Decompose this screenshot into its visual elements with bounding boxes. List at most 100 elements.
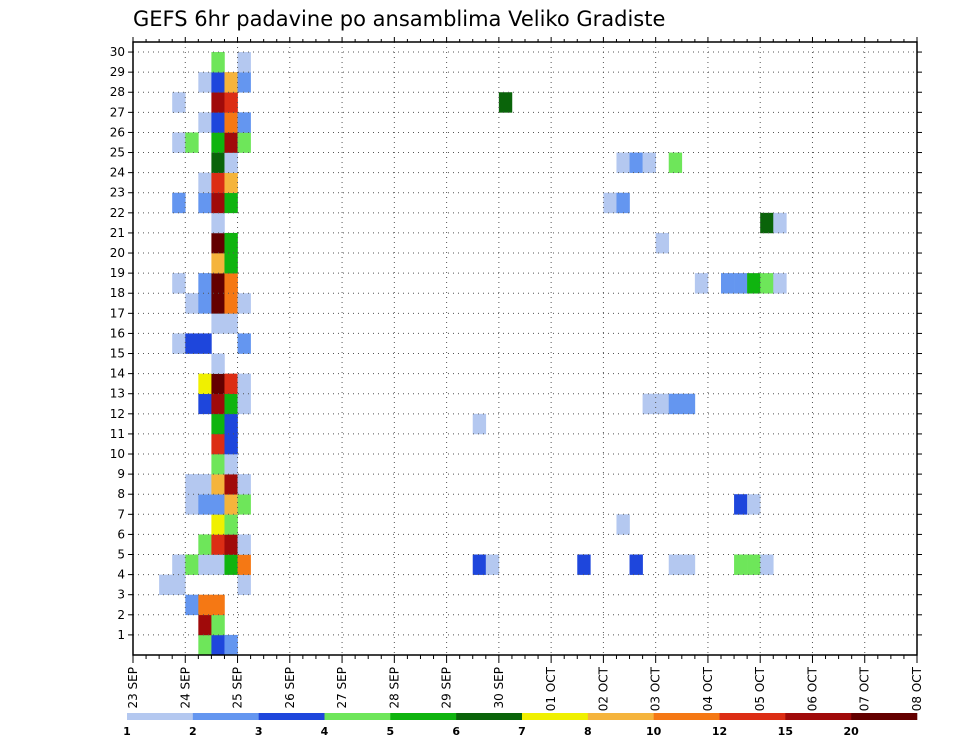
precip-cell	[472, 413, 487, 435]
precip-cell	[237, 554, 251, 575]
precip-cell	[681, 554, 696, 575]
precip-cell	[211, 152, 225, 173]
precip-cell	[224, 554, 238, 575]
precip-cell	[211, 353, 225, 374]
precip-cell	[198, 494, 212, 515]
precip-cell	[224, 514, 238, 535]
y-tick-label: 23	[110, 186, 125, 200]
precip-cell	[721, 273, 735, 294]
precip-cell	[198, 192, 212, 214]
y-tick-label: 13	[110, 387, 125, 401]
y-tick-label: 4	[117, 568, 125, 582]
precip-cell	[760, 273, 774, 294]
precip-cell	[198, 172, 212, 194]
legend-swatch	[390, 713, 457, 720]
precip-cell	[211, 92, 225, 113]
precip-cell	[224, 494, 238, 515]
precip-cell	[224, 433, 238, 455]
precip-cell	[211, 212, 225, 234]
legend-label: 8	[584, 725, 592, 738]
precip-cell	[224, 393, 238, 415]
precip-cell	[198, 614, 212, 636]
y-tick-label: 22	[110, 206, 125, 220]
y-tick-label: 20	[110, 246, 125, 260]
y-tick-label: 18	[110, 286, 125, 300]
y-tick-label: 21	[110, 226, 125, 240]
legend-label: 7	[518, 725, 526, 738]
precip-cell	[211, 273, 225, 294]
precip-cell	[211, 253, 225, 274]
precip-cell	[773, 273, 787, 294]
precip-cell	[172, 132, 186, 153]
precip-cell	[198, 594, 212, 616]
legend-swatch	[522, 713, 589, 720]
precip-cell	[237, 474, 251, 495]
precip-cell	[159, 574, 173, 596]
precip-cell	[237, 52, 251, 73]
y-tick-label: 6	[117, 527, 125, 541]
precip-cell	[198, 333, 212, 354]
precip-cell	[185, 293, 199, 314]
precip-cell	[172, 554, 186, 575]
precip-cell	[211, 514, 225, 535]
x-tick-label: 29 SEP	[440, 667, 454, 709]
precip-cell	[734, 494, 748, 515]
precip-cell	[498, 92, 513, 113]
precip-cell	[211, 172, 225, 194]
precip-cell	[237, 112, 251, 133]
y-tick-label: 12	[110, 407, 125, 421]
precip-cell	[642, 152, 656, 173]
legend-label: 5	[387, 725, 395, 738]
axes-layer: 1234567891011121314151617181920212223242…	[110, 37, 924, 711]
x-tick-label: 07 OCT	[858, 666, 872, 711]
precip-cell	[211, 373, 225, 395]
precip-cell	[211, 534, 225, 555]
x-tick-label: 02 OCT	[596, 666, 610, 711]
legend-swatch	[851, 713, 918, 720]
precip-cell	[668, 152, 683, 173]
precip-cell	[224, 152, 238, 173]
y-tick-label: 28	[110, 85, 125, 99]
precip-cell	[747, 554, 761, 575]
precip-cell	[734, 554, 748, 575]
precip-cell	[485, 554, 500, 575]
precip-cell	[224, 474, 238, 495]
precip-cell	[224, 132, 238, 153]
precip-cell	[237, 494, 251, 515]
x-tick-label: 01 OCT	[544, 666, 558, 711]
precip-cell	[198, 293, 212, 314]
precip-cell	[224, 273, 238, 294]
precip-cell	[198, 72, 212, 93]
precip-cell	[747, 273, 761, 294]
precip-cell	[224, 112, 238, 133]
precip-cell	[655, 393, 670, 415]
x-tick-label: 03 OCT	[649, 666, 663, 711]
precip-cell	[616, 152, 630, 173]
precip-cell	[237, 132, 251, 153]
y-tick-label: 5	[117, 548, 125, 562]
y-tick-label: 29	[110, 65, 125, 79]
legend-swatch	[258, 713, 325, 720]
precip-cell	[237, 574, 251, 596]
precip-cell	[211, 413, 225, 435]
precip-cell	[211, 72, 225, 93]
y-tick-label: 8	[117, 487, 125, 501]
chart-title: GEFS 6hr padavine po ansamblima Veliko G…	[133, 7, 665, 31]
precip-cell	[472, 554, 487, 575]
precip-cell	[211, 293, 225, 314]
precip-cell	[198, 373, 212, 395]
precip-cell	[760, 212, 774, 234]
y-tick-label: 9	[117, 467, 125, 481]
precip-cell	[681, 393, 696, 415]
legend-label: 15	[778, 725, 793, 738]
precip-cell	[172, 92, 186, 113]
legend-swatch	[785, 713, 852, 720]
precip-cell	[224, 172, 238, 194]
x-tick-label: 04 OCT	[701, 666, 715, 711]
legend-swatch	[587, 713, 654, 720]
grid-layer	[133, 42, 917, 655]
precip-cell	[237, 373, 251, 395]
precip-cell	[211, 474, 225, 495]
precip-cell	[224, 92, 238, 113]
